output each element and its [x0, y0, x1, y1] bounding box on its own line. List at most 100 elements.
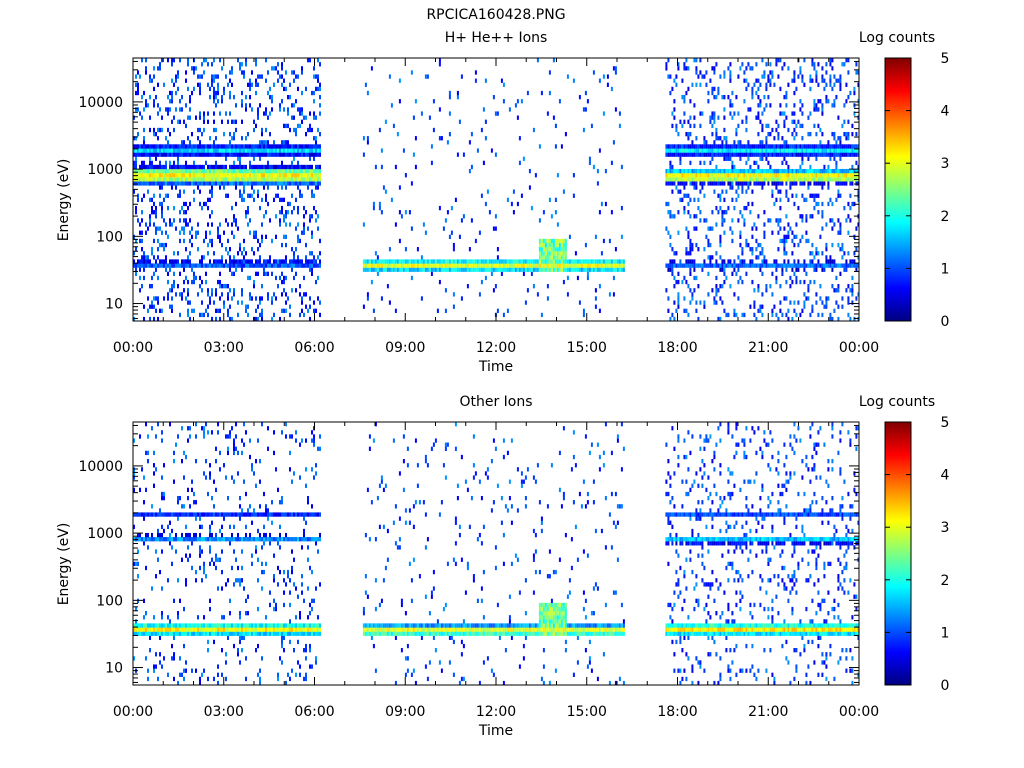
spectrogram-cell — [787, 173, 790, 178]
spectrogram-cell — [167, 263, 169, 268]
spectrogram-cell — [809, 312, 812, 318]
spectrogram-cell — [285, 140, 287, 145]
spectrogram-cell — [825, 70, 828, 75]
spectrogram-cell — [835, 94, 838, 100]
spectrogram-cell — [189, 532, 191, 538]
spectrogram-cell — [372, 201, 375, 207]
spectrogram-cell — [845, 177, 848, 182]
spectrogram-cell — [795, 263, 798, 268]
spectrogram-cell — [801, 148, 804, 153]
spectrogram-cell — [317, 144, 319, 149]
spectrogram-cell — [179, 271, 181, 276]
spectrogram-cell — [143, 140, 145, 145]
spectrogram-cell — [689, 99, 692, 104]
spectrogram-cell — [434, 263, 437, 268]
spectrogram-cell — [309, 152, 311, 157]
spectrogram-cell — [309, 58, 311, 63]
spectrogram-cell — [179, 292, 181, 297]
spectrogram-cell — [785, 115, 788, 120]
spectrogram-cell — [179, 164, 181, 170]
spectrogram-cell — [263, 177, 265, 182]
spectrogram-cell — [309, 148, 311, 153]
spectrogram-cell — [759, 177, 762, 182]
spectrogram-cell — [141, 259, 143, 264]
spectrogram-cell — [841, 181, 844, 186]
spectrogram-cell — [845, 58, 848, 63]
spectrogram-cell — [243, 144, 245, 149]
spectrogram-cell — [283, 279, 285, 285]
spectrogram-cell — [689, 148, 692, 153]
spectrogram-cell — [809, 181, 812, 186]
spectrogram-cell — [147, 181, 149, 186]
spectrogram-cell — [817, 173, 820, 178]
spectrogram-cell — [169, 181, 171, 186]
spectrogram-cell — [187, 255, 189, 260]
spectrogram-cell — [749, 177, 752, 182]
spectrogram-cell — [217, 680, 219, 686]
spectrogram-cell — [757, 148, 760, 153]
spectrogram-cell — [167, 627, 169, 632]
spectrogram-cell — [221, 94, 223, 100]
spectrogram-cell — [809, 173, 812, 178]
spectrogram-cell — [827, 201, 830, 207]
spectrogram-cell — [801, 103, 804, 108]
spectrogram-cell — [319, 164, 321, 170]
spectrogram-cell — [490, 267, 493, 272]
spectrogram-cell — [472, 259, 475, 264]
spectrogram-cell — [701, 148, 704, 153]
spectrogram-cell — [448, 263, 451, 268]
spectrogram-cell — [807, 115, 810, 120]
spectrogram-cell — [476, 267, 479, 272]
spectrogram-cell — [251, 82, 253, 87]
spectrogram-cell — [801, 181, 804, 186]
spectrogram-cell — [141, 284, 143, 289]
spectrogram-cell — [187, 173, 189, 178]
spectrogram-cell — [227, 193, 229, 198]
spectrogram-cell — [849, 181, 852, 186]
spectrogram-cell — [227, 222, 229, 227]
spectrogram-cell — [847, 168, 850, 174]
spectrogram-cell — [153, 222, 155, 227]
spectrogram-cell — [147, 676, 149, 682]
spectrogram-cell — [689, 177, 692, 182]
spectrogram-cell — [155, 152, 157, 157]
spectrogram-cell — [741, 189, 744, 194]
spectrogram-cell — [159, 148, 161, 153]
spectrogram-cell — [548, 242, 551, 248]
spectrogram-cell — [737, 148, 740, 153]
spectrogram-cell — [835, 173, 838, 178]
spectrogram-cell — [175, 152, 177, 157]
spectrogram-cell — [494, 263, 497, 268]
spectrogram-cell — [217, 230, 219, 235]
spectrogram-cell — [504, 259, 507, 264]
spectrogram-cell — [841, 173, 844, 178]
spectrogram-cell — [179, 656, 181, 661]
spectrogram-cell — [313, 263, 315, 268]
spectrogram-cell — [193, 627, 195, 632]
spectrogram-cell — [219, 512, 221, 517]
spectrogram-cell — [719, 197, 722, 203]
spectrogram-cell — [209, 168, 211, 174]
spectrogram-cell — [177, 193, 179, 198]
spectrogram-cell — [390, 263, 393, 268]
spectrogram-cell — [514, 263, 517, 268]
spectrogram-cell — [315, 74, 317, 79]
spectrogram-cell — [227, 144, 229, 149]
spectrogram-cell — [199, 181, 201, 186]
spectrogram-cell — [289, 94, 291, 100]
spectrogram-cell — [847, 284, 850, 289]
spectrogram-cell — [159, 660, 161, 665]
spectrogram-cell — [546, 255, 549, 260]
spectrogram-cell — [695, 173, 698, 178]
spectrogram-cell — [755, 148, 758, 153]
spectrogram-cell — [165, 148, 167, 153]
spectrogram-cell — [143, 263, 145, 268]
spectrogram-cell — [135, 210, 137, 215]
spectrogram-cell — [701, 144, 704, 149]
spectrogram-cell — [191, 242, 193, 248]
spectrogram-cell — [175, 177, 177, 182]
spectrogram-cell — [612, 66, 615, 71]
spectrogram-cell — [534, 267, 537, 272]
spectrogram-cell — [769, 173, 772, 178]
spectrogram-cell — [193, 308, 195, 313]
